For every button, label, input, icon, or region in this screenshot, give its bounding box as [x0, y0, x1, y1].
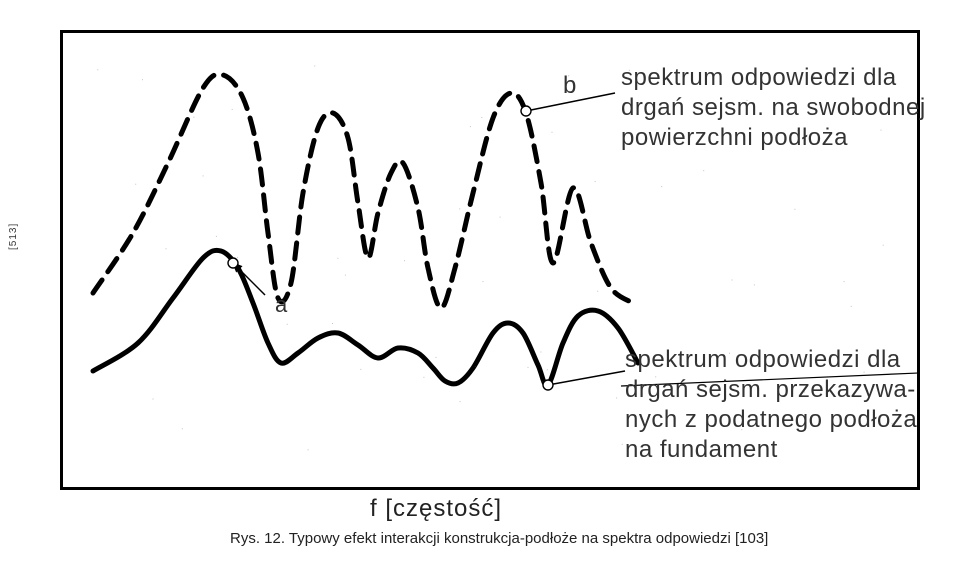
page-root: [513] b a spektrum odpowiedzi dla drgań …: [0, 0, 960, 586]
marker-dot-b: [521, 106, 531, 116]
label-a-letter: a: [275, 291, 287, 319]
marker-dot-bottom: [543, 380, 553, 390]
curve-lower-solid: [93, 250, 638, 385]
curve-upper-dashed: [93, 74, 633, 308]
x-axis-label: f [częstość]: [370, 495, 502, 523]
figure-caption: Rys. 12. Typowy efekt interakcji konstru…: [230, 530, 768, 547]
annotation-top: spektrum odpowiedzi dla drgań sejsm. na …: [621, 63, 926, 153]
diagram-frame: b a spektrum odpowiedzi dla drgań sejsm.…: [60, 30, 920, 490]
annotation-bottom: spektrum odpowiedzi dla drgań sejsm. prz…: [625, 345, 917, 465]
side-page-marker: [513]: [8, 223, 19, 250]
label-b-letter: b: [563, 71, 576, 101]
marker-dot-a: [228, 258, 238, 268]
leader-line-bottom: [548, 371, 625, 385]
